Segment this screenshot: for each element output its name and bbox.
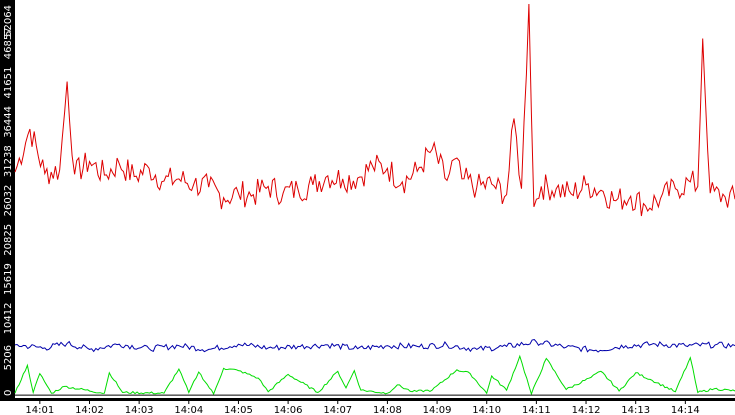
y-tick-label: 0	[3, 390, 14, 396]
x-tick-label: 14:07	[323, 405, 352, 415]
y-tick-label: 41651	[3, 67, 14, 99]
y-tick-label: 15619	[3, 263, 14, 295]
x-axis-band	[0, 398, 735, 401]
x-tick-label: 14:02	[75, 405, 104, 415]
x-tick-label: 14:11	[522, 405, 551, 415]
x-tick-label: 14:10	[472, 405, 501, 415]
series-line-3	[14, 354, 735, 396]
y-tick-label: 10412	[3, 302, 14, 334]
y-axis-band	[0, 0, 15, 398]
y-tick-label: 52064	[3, 5, 14, 37]
x-tick-label: 14:03	[125, 405, 154, 415]
x-tick-label: 14:01	[25, 405, 54, 415]
x-tick-label: 14:08	[373, 405, 402, 415]
x-tick-label: 14:14	[671, 405, 700, 415]
x-axis: 14:01 14:02 14:03 14:04 14:05 14:06 14:07 14:08…	[25, 401, 700, 415]
x-tick-label: 14:06	[274, 405, 303, 415]
y-tick-label: 26032	[3, 185, 14, 217]
y-tick-label: 31238	[3, 145, 14, 177]
series-line-1	[14, 3, 735, 217]
x-tick-label: 14:05	[224, 405, 253, 415]
x-tick-label: 14:13	[621, 405, 650, 415]
x-tick-label: 14:12	[572, 405, 601, 415]
y-tick-label: 46857	[3, 27, 14, 59]
series-line-2	[14, 338, 735, 353]
y-tick-label: 36444	[3, 106, 14, 138]
y-tick-label: 5206	[3, 345, 14, 370]
x-tick-label: 14:04	[174, 405, 203, 415]
series-layer	[14, 3, 735, 396]
y-tick-label: 20825	[3, 224, 14, 256]
x-tick-label: 14:09	[423, 405, 452, 415]
y-axis: 0 5206 10412 15619 20825 26032 31238 36444 41651…	[3, 5, 14, 396]
